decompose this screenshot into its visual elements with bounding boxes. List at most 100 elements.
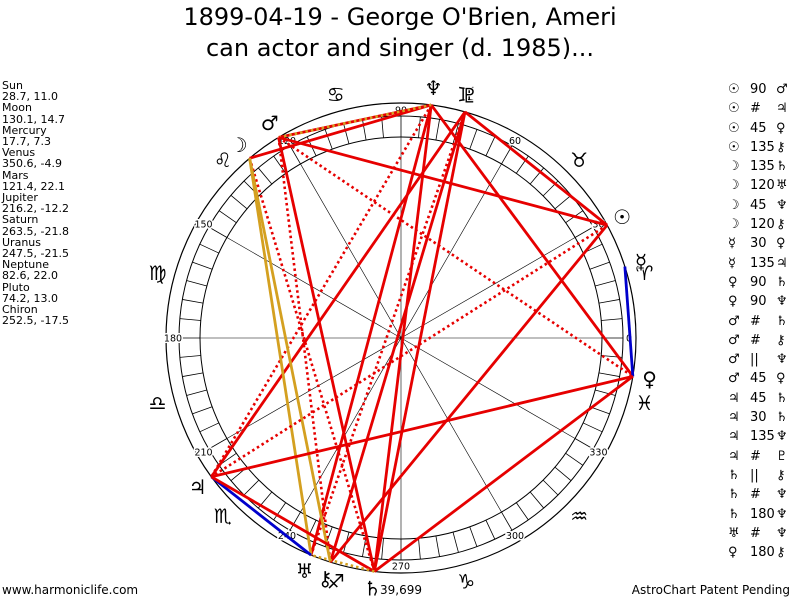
aspect-row: ♄ 180 ♆ [728, 505, 800, 524]
aspect-type: 90 [750, 82, 767, 97]
degree-tick [485, 519, 496, 540]
planet-values-venus: 350.6, -4.9 [2, 157, 62, 171]
aspect-planet-1: ♂ [728, 332, 740, 348]
aspect-planet-1: ♀ [728, 274, 738, 290]
aspect-planet-2: ⚷ [776, 545, 786, 561]
aspect-row: ♀ 180 ⚷ [728, 543, 800, 562]
planet-values-sun: 28.7, 11.0 [2, 90, 58, 104]
aspect-planet-2: ⚷ [776, 217, 786, 233]
degree-tick [179, 318, 201, 321]
chart-title-line-1: 1899-04-19 - George O'Brien, Ameri [183, 3, 617, 31]
aspect-line-neptune-jupiter [210, 104, 433, 478]
footer-website-link[interactable]: www.harmoniclife.com [2, 583, 139, 597]
aspect-planet-2: ♅ [776, 178, 788, 194]
aspect-planet-1: ♂ [728, 371, 740, 387]
degree-tick [598, 299, 620, 304]
degree-tick [257, 167, 273, 185]
planet-name-jupiter: Jupiter [2, 191, 38, 205]
aspect-line-pluto-saturn [373, 111, 467, 572]
aspect-type: || [750, 352, 759, 368]
degree-tick [418, 538, 421, 560]
degree-tick [515, 502, 529, 521]
aspect-row: ♂ 45 ♀ [728, 369, 800, 388]
planet-pluto-icon: ♇ [461, 84, 479, 108]
aspect-type: 45 [750, 120, 767, 136]
aspect-planet-2: ♆ [776, 525, 788, 541]
aspect-type: 90 [750, 274, 767, 290]
aspect-type: 30 [750, 410, 767, 426]
aspect-line-pluto-sun [464, 110, 609, 227]
aspect-planet-2: ♇ [776, 448, 788, 464]
aspect-row: ♄ || ⚷ [728, 466, 800, 485]
zodiac-cancer-icon: ♋ [327, 83, 345, 107]
planet-values-chiron: 252.5, -17.5 [2, 314, 69, 328]
planet-mercury-icon: ☿ [635, 249, 647, 273]
degree-tick [182, 299, 204, 304]
planet-saturn-icon: ♄ [364, 576, 382, 600]
degree-tick [565, 452, 584, 466]
aspect-line-pluto-jupiter [210, 111, 467, 478]
aspect-type: 120 [750, 217, 775, 233]
aspect-planet-2: ♄ [776, 159, 788, 175]
aspect-row: ♂ # ♄ [728, 312, 800, 331]
aspect-line-jupiter-uranus [210, 475, 312, 557]
planet-values-mars: 121.4, 22.1 [2, 179, 65, 193]
aspect-planet-2: ♄ [776, 313, 788, 329]
degree-tick [601, 318, 623, 321]
aspect-planet-2: ♀ [776, 120, 786, 136]
zodiac-virgo-icon: ♍ [149, 261, 167, 285]
aspect-row: ♄ # ♆ [728, 485, 800, 504]
aspect-type: || [750, 467, 759, 483]
aspect-line-venus-jupiter [211, 375, 634, 479]
outer-ring [165, 102, 637, 574]
zodiac-aquarius-icon: ♒ [570, 504, 588, 528]
planet-chiron-icon: ⚷ [318, 566, 333, 590]
aspect-planet-1: ☽ [728, 217, 740, 233]
degree-tick [230, 194, 248, 210]
degree-tick [574, 226, 594, 238]
degree-tick [208, 226, 228, 238]
planet-name-mercury: Mercury [2, 123, 47, 137]
zodiac-aries-icon: ♈ [635, 261, 653, 285]
aspect-planet-1: ♂ [728, 313, 740, 329]
planet-name-venus: Venus [2, 146, 36, 160]
aspect-planet-1: ♄ [728, 487, 740, 503]
aspect-planet-2: ⚷ [776, 139, 786, 155]
zodiac-gemini-icon: ♊ [457, 83, 475, 107]
degree-tick [289, 511, 301, 531]
degree-tick [186, 280, 207, 287]
planet-name-pluto: Pluto [2, 280, 30, 294]
aspect-type: # [750, 313, 761, 329]
aspect-line-moon-chiron [248, 157, 332, 563]
aspect-planet-2: ♆ [776, 429, 788, 445]
aspect-row: ☽ 135 ♄ [728, 157, 800, 176]
aspect-row: ♂ || ♆ [728, 350, 800, 369]
degree-tick [362, 119, 367, 141]
aspect-type: 135 [750, 429, 775, 445]
planet-values-neptune: 82.6, 22.0 [2, 269, 58, 283]
aspect-planet-1: ☽ [728, 159, 740, 175]
aspect-line-sun-mars [278, 136, 608, 227]
aspect-type: 45 [750, 197, 767, 213]
degree-label: 180 [164, 334, 182, 345]
aspect-line-sun-jupiter [210, 224, 608, 478]
aspect-row: ♃ # ♇ [728, 447, 800, 466]
degree-label: 300 [506, 531, 524, 542]
degree-tick [452, 532, 459, 553]
aspect-line-moon-uranus [248, 158, 313, 556]
aspect-planet-1: ♂ [728, 352, 740, 368]
degree-label: 270 [392, 562, 410, 573]
degree-tick [343, 123, 350, 144]
planet-values-mercury: 17.7, 7.3 [2, 135, 51, 149]
degree-tick [289, 145, 301, 165]
aspect-planet-1: ♄ [728, 506, 740, 522]
planet-name-saturn: Saturn [2, 213, 39, 227]
aspect-row: ♃ 30 ♄ [728, 408, 800, 427]
aspect-row: ☽ 120 ⚷ [728, 215, 800, 234]
aspect-planet-1: ♀ [728, 294, 738, 310]
aspect-line-pluto-uranus [309, 111, 467, 556]
degree-tick [485, 136, 496, 157]
aspect-line-mercury-venus [623, 266, 635, 377]
degree-tick [542, 479, 559, 496]
aspect-type: 30 [750, 236, 767, 252]
